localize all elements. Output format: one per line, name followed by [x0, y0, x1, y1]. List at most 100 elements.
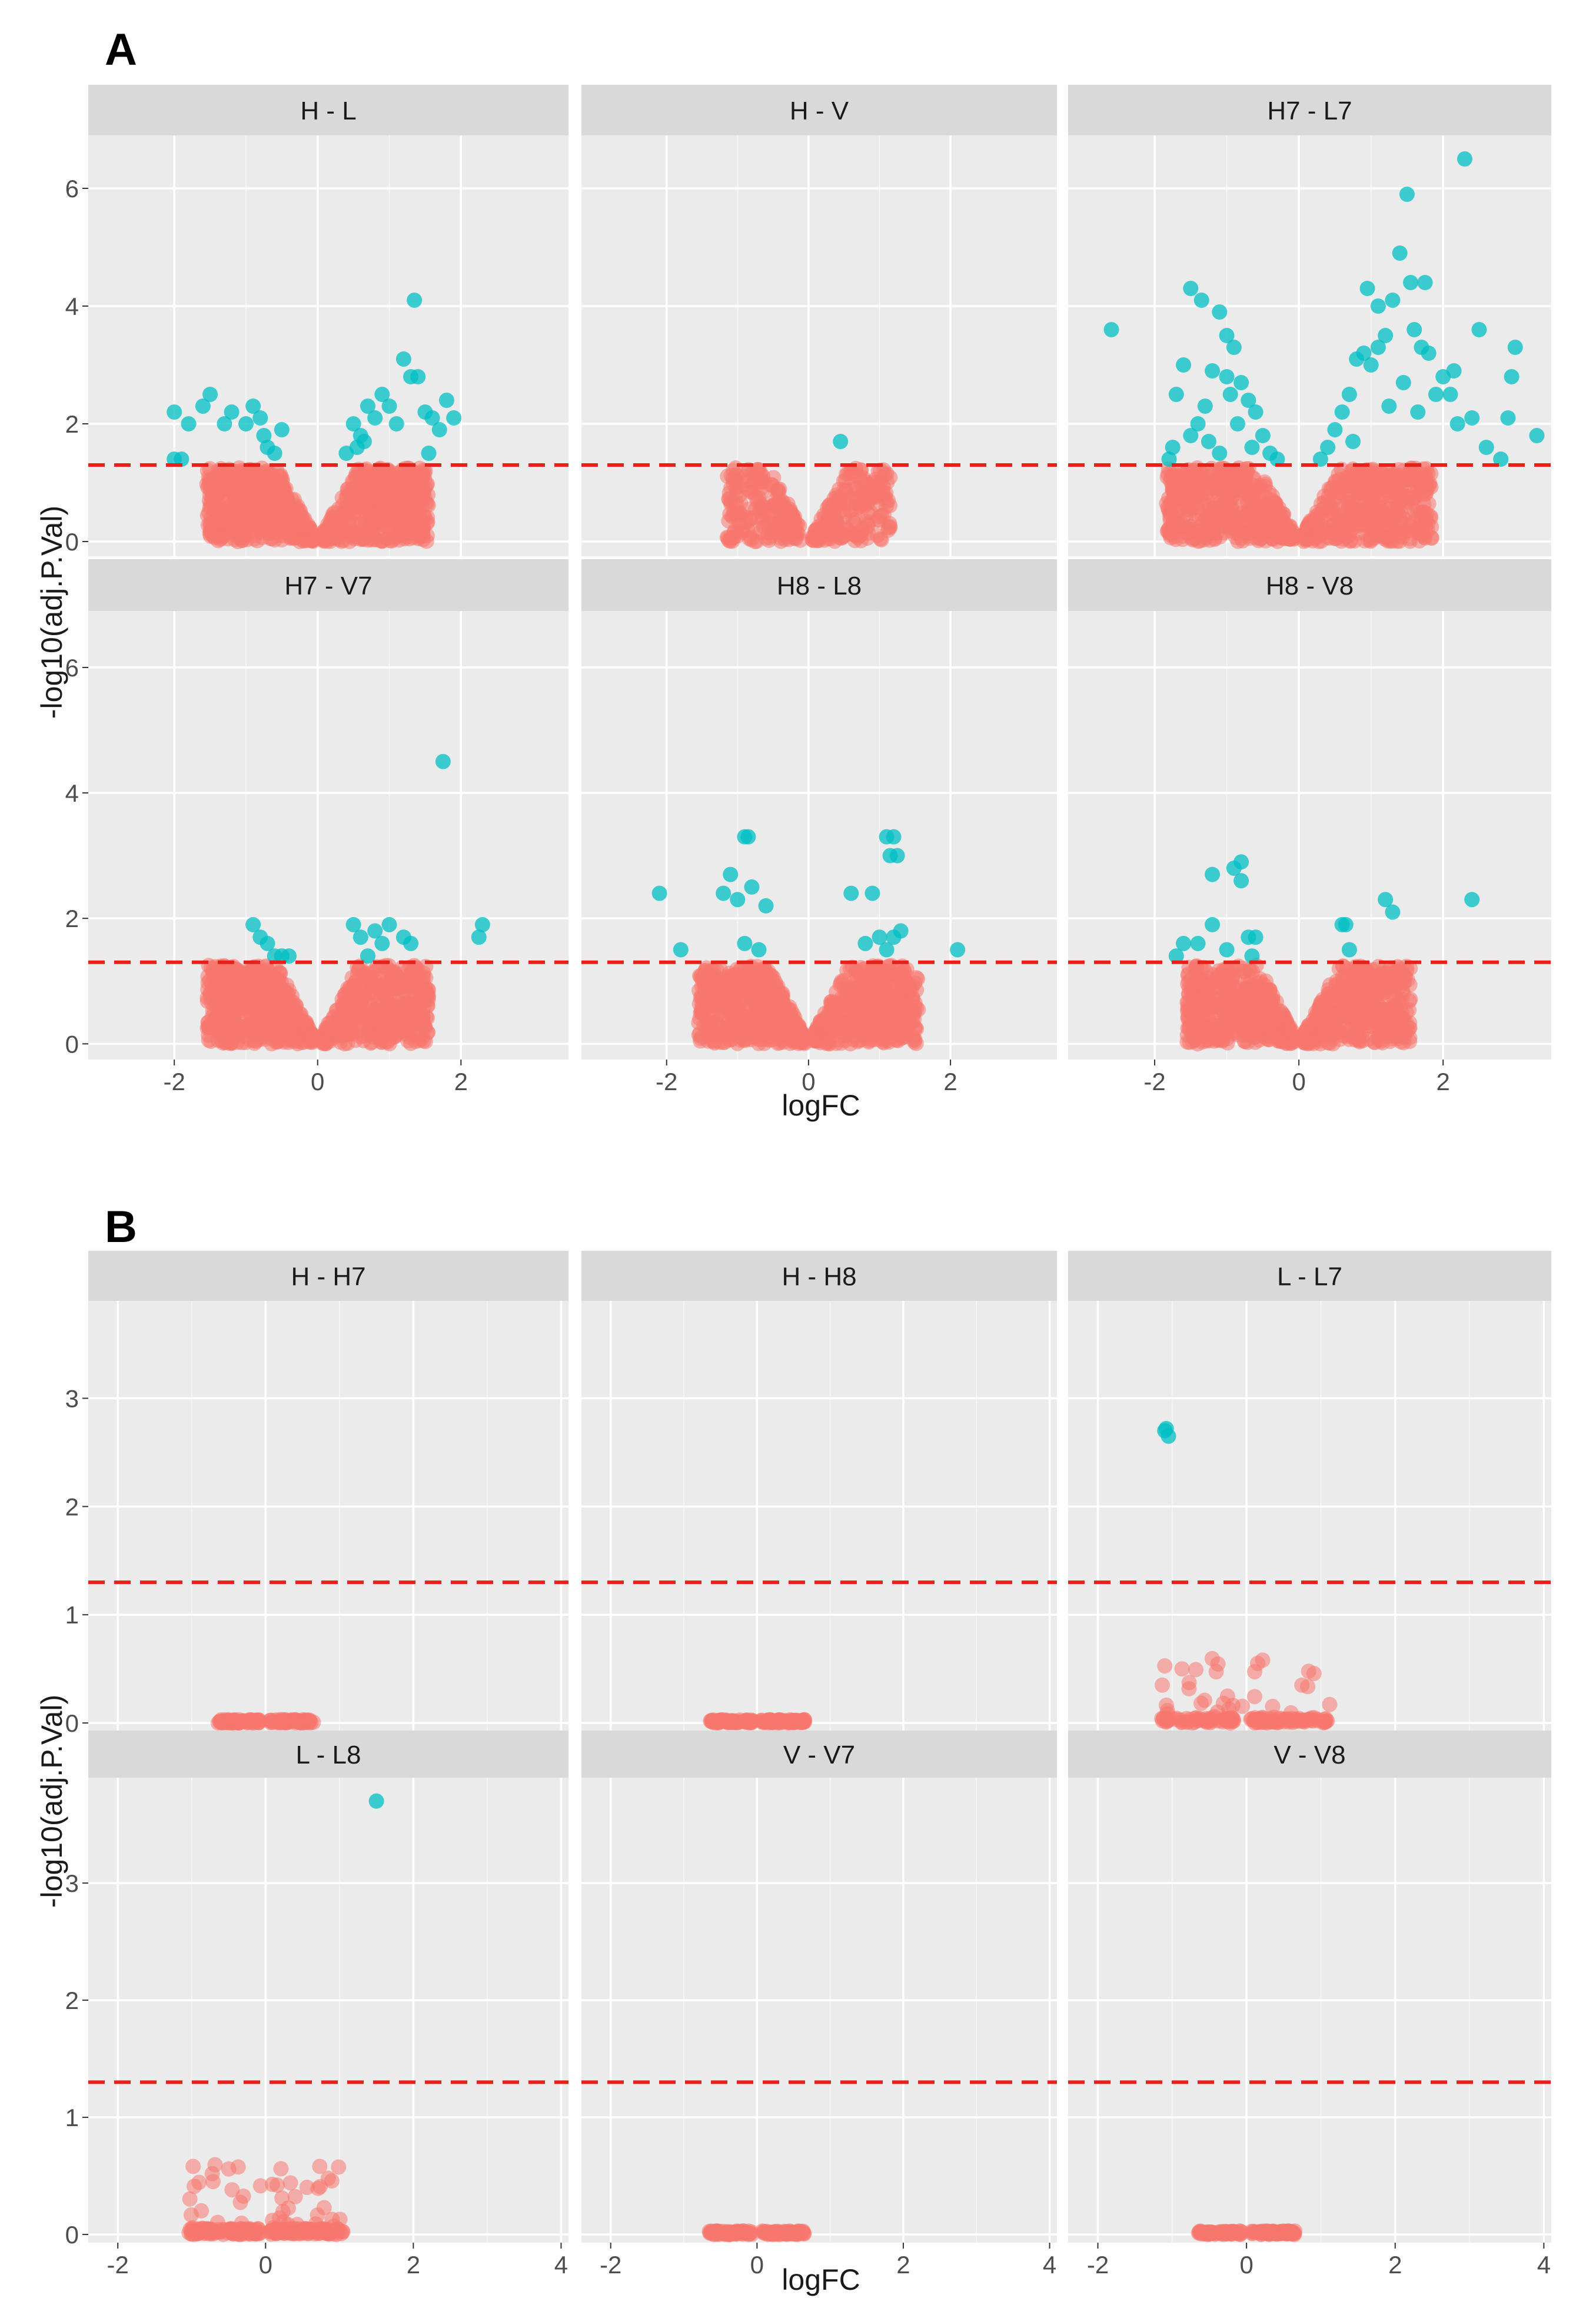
point-significant: [267, 446, 282, 461]
panel-label-b: B: [105, 1202, 137, 1252]
point-significant: [1222, 387, 1238, 402]
point-not-significant: [210, 494, 225, 510]
point-not-significant: [417, 466, 433, 482]
point-significant: [1168, 387, 1184, 402]
point-not-significant: [321, 1025, 337, 1041]
point-not-significant: [1221, 480, 1236, 496]
facet-strip: [88, 85, 568, 135]
point-significant: [1255, 428, 1271, 443]
point-not-significant: [1223, 467, 1239, 483]
point-not-significant: [843, 503, 859, 519]
point-not-significant: [1172, 480, 1188, 496]
point-not-significant: [365, 476, 381, 492]
point-not-significant: [820, 1008, 836, 1024]
point-not-significant: [834, 995, 850, 1011]
point-not-significant: [1351, 469, 1366, 484]
point-not-significant: [245, 992, 261, 1008]
point-not-significant: [1189, 523, 1205, 539]
point-not-significant: [776, 1034, 792, 1050]
x-tick-label: 2: [943, 1068, 957, 1095]
point-not-significant: [753, 1031, 769, 1047]
point-significant: [1205, 363, 1221, 378]
point-significant: [438, 393, 454, 408]
point-not-significant: [403, 1035, 419, 1051]
point-significant: [1446, 363, 1462, 378]
point-significant: [403, 935, 419, 951]
point-significant: [1500, 410, 1516, 426]
point-not-significant: [355, 982, 371, 998]
point-not-significant: [203, 1033, 219, 1049]
point-not-significant: [854, 988, 870, 1004]
point-not-significant: [384, 1008, 400, 1024]
point-significant: [181, 416, 197, 431]
point-not-significant: [304, 1034, 320, 1050]
x-tick-label: 0: [802, 1068, 815, 1095]
point-significant: [730, 892, 746, 908]
point-not-significant: [282, 522, 298, 538]
point-not-significant: [695, 998, 711, 1014]
point-not-significant: [742, 1011, 757, 1027]
point-not-significant: [860, 517, 876, 533]
point-significant: [1457, 151, 1472, 167]
point-significant: [843, 885, 859, 901]
point-significant: [353, 929, 368, 945]
point-significant: [1395, 375, 1411, 390]
point-not-significant: [1423, 479, 1439, 495]
point-significant: [1193, 293, 1209, 308]
point-not-significant: [207, 472, 222, 488]
point-not-significant: [1341, 496, 1356, 512]
point-significant: [864, 885, 880, 901]
point-not-significant: [717, 997, 733, 1012]
point-significant: [1327, 422, 1343, 437]
point-not-significant: [764, 477, 780, 493]
point-significant: [410, 369, 426, 384]
facet-strip: [1068, 85, 1551, 135]
point-not-significant: [836, 481, 852, 497]
point-significant: [395, 351, 411, 367]
point-significant: [1103, 322, 1119, 337]
facet-panel-0-4: H8 - L8-2 0 2: [581, 559, 1057, 1095]
point-not-significant: [1323, 505, 1339, 521]
point-not-significant: [215, 1015, 231, 1031]
y-axis-title-b: -log10(adj.P.Val): [35, 1695, 68, 1908]
facet-strip: [581, 85, 1057, 135]
point-not-significant: [819, 1027, 835, 1043]
point-significant: [1212, 304, 1228, 320]
point-not-significant: [268, 1006, 284, 1022]
point-not-significant: [1222, 520, 1238, 536]
point-not-significant: [373, 460, 388, 476]
point-not-significant: [356, 531, 372, 547]
point-not-significant: [1392, 528, 1408, 544]
point-not-significant: [877, 489, 893, 505]
point-not-significant: [337, 994, 353, 1010]
facet-background: [581, 611, 1057, 1060]
point-significant: [1392, 245, 1408, 261]
point-significant: [431, 422, 447, 437]
point-significant: [224, 404, 240, 420]
point-significant: [238, 416, 254, 431]
point-not-significant: [727, 1018, 743, 1034]
x-tick-label: -2: [163, 1068, 185, 1095]
point-not-significant: [784, 522, 800, 537]
point-significant: [740, 829, 756, 845]
point-not-significant: [727, 523, 743, 539]
point-significant: [1363, 357, 1379, 373]
facet-background: [88, 135, 568, 556]
point-significant: [167, 404, 182, 420]
point-not-significant: [754, 980, 770, 996]
point-not-significant: [814, 526, 830, 542]
point-significant: [1341, 387, 1357, 402]
y-tick-label: 0: [65, 528, 79, 556]
point-significant: [1417, 275, 1433, 290]
y-tick-label: 6: [65, 654, 79, 682]
point-not-significant: [337, 1036, 353, 1052]
point-significant: [723, 866, 739, 882]
point-not-significant: [385, 532, 401, 547]
point-significant: [356, 434, 372, 449]
point-not-significant: [730, 479, 746, 495]
point-significant: [1197, 399, 1213, 414]
point-not-significant: [411, 529, 427, 545]
point-not-significant: [728, 497, 744, 513]
point-significant: [1421, 346, 1437, 361]
